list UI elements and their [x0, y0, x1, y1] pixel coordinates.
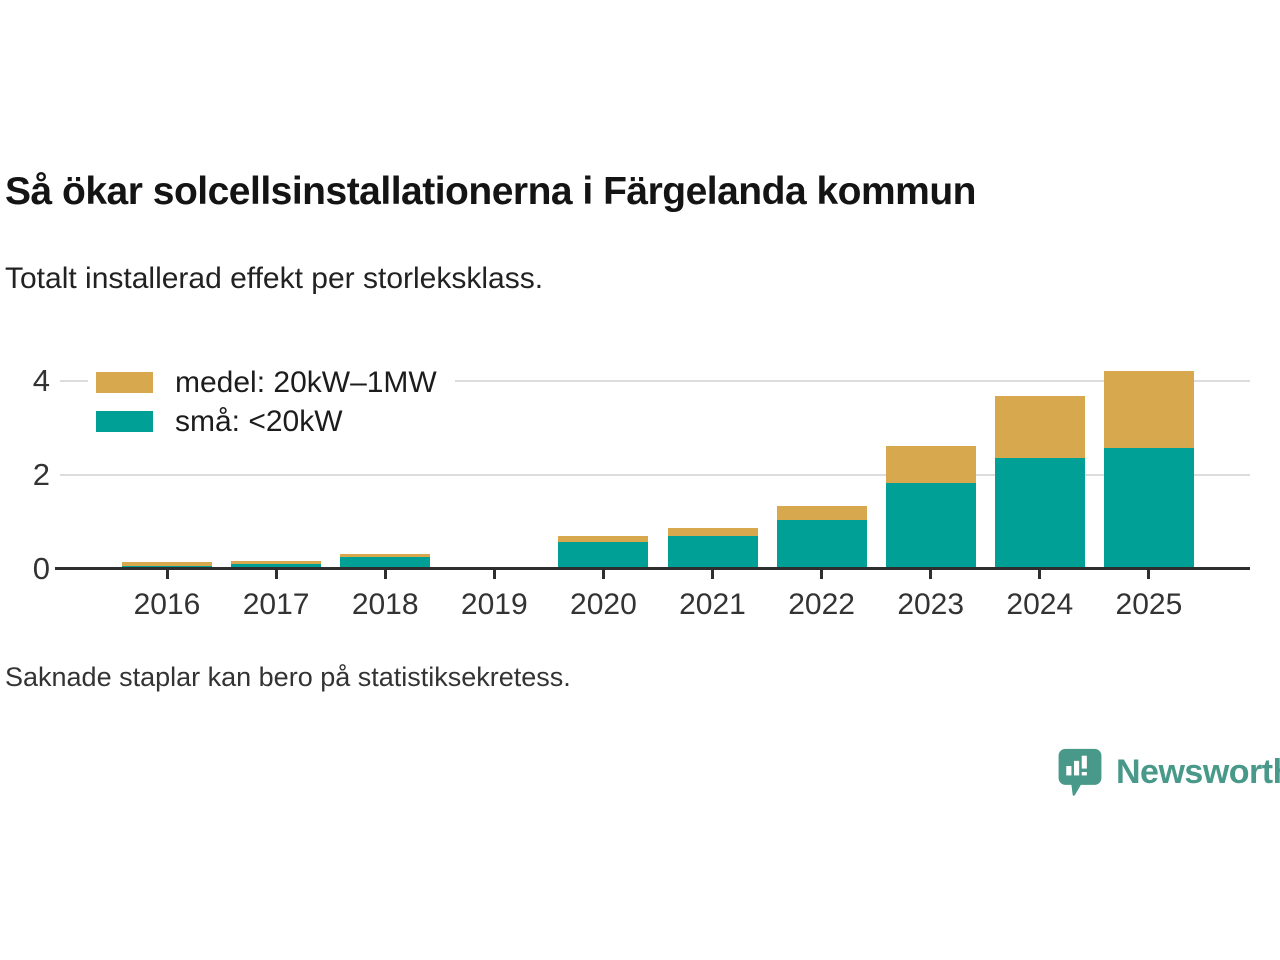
- bar-medel-2023: [885, 445, 976, 483]
- gridline-y4: [60, 380, 1250, 383]
- bar-sma-2017: [231, 564, 322, 569]
- x-tick-2023: [929, 570, 933, 579]
- legend-label-medel: medel: 20kW–1MW: [175, 366, 437, 399]
- x-axis-label-2024: 2024: [1006, 588, 1074, 621]
- bar-medel-2020: [558, 535, 649, 543]
- legend: medel: 20kW–1MW små: <20kW: [88, 363, 455, 441]
- x-axis-label-2018: 2018: [351, 588, 419, 621]
- bar-sma-2018: [340, 557, 431, 569]
- x-tick-2017: [274, 570, 278, 579]
- x-axis-label-2016: 2016: [133, 588, 201, 621]
- bar-sma-2021: [667, 535, 758, 569]
- chart-subtitle: Totalt installerad effekt per storlekskl…: [5, 262, 544, 295]
- bar-medel-2024: [994, 396, 1085, 459]
- newsworthy-logo-text: Newsworthy: [1116, 753, 1280, 791]
- legend-item-sma: små: <20kW: [88, 402, 455, 441]
- bar-medel-2025: [1103, 370, 1194, 448]
- bar-sma-2023: [885, 482, 976, 569]
- logo-barchart-glyph: [1066, 755, 1087, 776]
- footnote: Saknade staplar kan bero på statistiksek…: [5, 662, 571, 692]
- gridline-y2: [60, 474, 1250, 477]
- y-axis-label-0: 0: [32, 551, 50, 586]
- x-axis-line: [55, 567, 1250, 570]
- x-tick-2024: [1038, 570, 1042, 579]
- y-axis-label-2: 2: [32, 457, 50, 493]
- bar-medel-2016: [122, 562, 212, 566]
- bar-medel-2022: [776, 505, 867, 521]
- page-title: Så ökar solcellsinstallationerna i Färge…: [5, 170, 977, 213]
- newsworthy-speech-bubble-icon: [1058, 748, 1102, 796]
- x-axis-label-2020: 2020: [570, 588, 637, 621]
- bar-sma-2020: [558, 542, 649, 569]
- x-tick-2018: [383, 570, 387, 579]
- newsworthy-logo: Newsworthy: [1056, 746, 1280, 798]
- x-axis-label-2022: 2022: [788, 588, 855, 621]
- x-tick-2025: [1147, 570, 1151, 579]
- x-axis-label-2025: 2025: [1115, 588, 1183, 621]
- bar-sma-2025: [1103, 447, 1194, 569]
- legend-swatch-sma: [96, 411, 153, 432]
- x-axis-label-2021: 2021: [679, 588, 746, 621]
- bar-sma-2022: [776, 520, 867, 569]
- x-tick-2019: [492, 570, 496, 579]
- x-tick-2020: [601, 570, 605, 579]
- x-axis-label-2019: 2019: [460, 588, 528, 621]
- bar-medel-2017: [231, 561, 322, 565]
- x-tick-2021: [711, 570, 714, 579]
- bar-sma-2024: [994, 458, 1085, 569]
- x-tick-2016: [165, 570, 169, 579]
- x-axis-label-2017: 2017: [242, 588, 310, 621]
- x-tick-2022: [820, 570, 824, 579]
- legend-label-sma: små: <20kW: [175, 405, 343, 438]
- legend-swatch-medel: [96, 372, 153, 393]
- legend-item-medel: medel: 20kW–1MW: [88, 363, 455, 402]
- bar-medel-2021: [667, 528, 758, 536]
- x-axis-label-2023: 2023: [897, 588, 965, 621]
- bar-medel-2018: [340, 553, 431, 558]
- y-axis-label-4: 4: [32, 363, 50, 399]
